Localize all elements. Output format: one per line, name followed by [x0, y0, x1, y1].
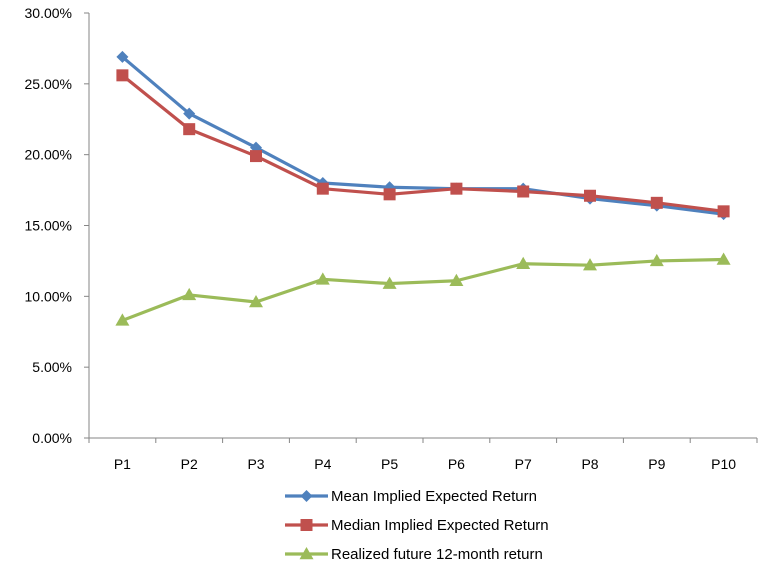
x-tick-label: P1 [114, 456, 131, 472]
x-tick-label: P8 [581, 456, 598, 472]
x-tick-label: P10 [711, 456, 736, 472]
y-tick-label: 20.00% [25, 147, 72, 163]
data-point [517, 185, 530, 198]
data-point [382, 276, 397, 289]
y-axis-ticks: 0.00% 5.00% 10.00% 15.00% 20.00% 25.00% 30.00% [25, 5, 89, 446]
data-point [315, 272, 330, 285]
data-point [383, 188, 396, 201]
data-point [716, 252, 731, 265]
legend: Mean Implied Expected Return Median Impli… [285, 488, 549, 563]
x-tick-label: P7 [515, 456, 532, 472]
data-point [649, 253, 664, 267]
data-point [650, 196, 663, 209]
data-point [183, 107, 196, 120]
data-point [116, 50, 129, 63]
data-point [249, 295, 263, 308]
legend-marker [299, 547, 314, 560]
data-point [316, 182, 329, 195]
legend-item: Mean Implied Expected Return [285, 488, 537, 505]
series-layer [115, 50, 731, 326]
series-2 [116, 69, 730, 218]
y-tick-label: 5.00% [32, 359, 72, 375]
y-tick-label: 10.00% [25, 288, 72, 304]
legend-label: Mean Implied Expected Return [331, 488, 537, 505]
series-3 [115, 252, 731, 326]
data-point [583, 258, 597, 271]
x-axis-ticks: P1 P2 P3 P4 P5 P6 P7 P8 P9 P10 [88, 438, 758, 472]
legend-label: Median Implied Expected Return [331, 517, 549, 534]
data-point [250, 150, 262, 163]
legend-item: Median Implied Expected Return [285, 517, 549, 534]
series-line [121, 55, 724, 216]
data-point [584, 189, 596, 202]
data-point [182, 287, 197, 301]
legend-label: Realized future 12-month return [331, 546, 543, 563]
x-tick-label: P5 [381, 456, 398, 472]
series-line [121, 257, 724, 322]
y-tick-label: 15.00% [25, 218, 72, 234]
data-point [183, 123, 196, 136]
y-tick-label: 30.00% [25, 5, 72, 21]
x-tick-label: P4 [314, 456, 331, 472]
data-point [449, 273, 464, 286]
series-line [121, 74, 724, 213]
legend-item: Realized future 12-month return [285, 546, 543, 563]
data-point [450, 182, 463, 195]
x-tick-label: P6 [448, 456, 465, 472]
legend-marker [300, 519, 313, 531]
legend-marker [300, 490, 313, 502]
x-tick-label: P2 [181, 456, 198, 472]
data-point [717, 205, 730, 218]
data-point [115, 313, 130, 326]
y-tick-label: 0.00% [32, 430, 72, 446]
y-tick-label: 25.00% [25, 76, 72, 92]
data-point [516, 256, 531, 269]
x-tick-label: P3 [247, 456, 264, 472]
x-tick-label: P9 [648, 456, 665, 472]
data-point [116, 69, 129, 82]
